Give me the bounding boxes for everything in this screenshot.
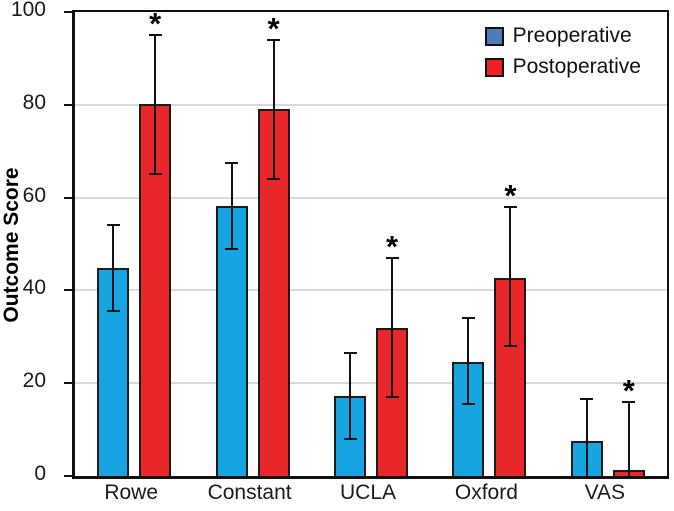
error-bar: [154, 35, 157, 175]
error-bar-cap-bottom: [503, 345, 517, 348]
legend-item-postoperative: Postoperative: [484, 55, 641, 78]
significance-asterisk: *: [149, 6, 162, 42]
error-bar: [627, 401, 630, 476]
x-axis-category-label: UCLA: [339, 481, 397, 504]
error-bar-cap-top: [267, 38, 281, 41]
y-axis: 0 20 40 60 80 100: [0, 0, 60, 485]
error-bar: [230, 162, 233, 249]
error-bar: [349, 353, 351, 439]
x-axis-category-label: Constant: [207, 481, 292, 504]
error-bar: [509, 206, 512, 347]
gridline: [75, 103, 667, 106]
error-bar-cap-bottom: [106, 310, 120, 313]
legend-swatch-postoperative: [484, 57, 504, 77]
error-bar-cap-bottom: [343, 437, 357, 440]
y-axis-tick-label: 60: [22, 183, 46, 207]
y-axis-tick: [64, 11, 72, 13]
error-bar-cap-top: [461, 317, 475, 320]
x-axis-category-label: Rowe: [104, 481, 159, 504]
error-bar-cap-top: [343, 352, 357, 355]
y-axis-tick: [64, 103, 72, 106]
gridline: [75, 196, 667, 199]
significance-asterisk: *: [267, 10, 280, 46]
significance-asterisk: *: [622, 372, 635, 408]
legend-label-postoperative: Postoperative: [512, 55, 641, 78]
legend-item-preoperative: Preoperative: [484, 24, 641, 47]
error-bar-cap-top: [580, 397, 594, 400]
error-bar: [391, 257, 393, 398]
y-axis-tick: [64, 475, 72, 477]
error-bar-cap-top: [148, 34, 162, 37]
y-axis-tick: [64, 289, 72, 292]
error-bar-cap-top: [106, 224, 120, 227]
bar-preoperative-constant: [215, 205, 248, 476]
error-bar-cap-top: [503, 205, 517, 208]
y-axis-tick-label: 100: [10, 0, 46, 21]
legend: Preoperative Postoperative: [484, 24, 641, 78]
error-bar: [272, 39, 275, 180]
legend-label-preoperative: Preoperative: [512, 24, 632, 47]
significance-asterisk: *: [504, 177, 517, 213]
y-axis-tick: [64, 196, 72, 199]
y-axis-tick: [64, 382, 72, 385]
error-bar-cap-top: [385, 256, 399, 259]
error-bar-cap-bottom: [385, 396, 399, 399]
y-axis-tick-label: 40: [22, 276, 46, 300]
error-bar-cap-bottom: [148, 173, 162, 176]
x-axis-category-label: Oxford: [454, 481, 518, 504]
error-bar: [112, 225, 115, 312]
x-axis-category-labels: Rowe Constant UCLA Oxford VAS: [72, 481, 664, 507]
error-bar-cap-bottom: [461, 403, 475, 406]
gridline: [75, 382, 667, 385]
legend-swatch-preoperative: [484, 26, 504, 46]
significance-asterisk: *: [385, 228, 399, 264]
error-bar-cap-top: [225, 161, 239, 164]
y-axis-tick-label: 0: [34, 462, 46, 485]
error-bar-cap-top: [622, 400, 636, 403]
error-bar-cap-bottom: [225, 247, 239, 250]
y-axis-tick-label: 80: [22, 90, 46, 114]
x-axis-category-label: VAS: [584, 481, 626, 504]
error-bar: [585, 398, 588, 476]
y-axis-tick-label: 20: [22, 369, 46, 393]
gridline: [75, 289, 667, 292]
plot-area: Preoperative Postoperative * * * * *: [64, 6, 669, 479]
error-bar: [467, 318, 470, 405]
error-bar-cap-bottom: [267, 178, 281, 181]
